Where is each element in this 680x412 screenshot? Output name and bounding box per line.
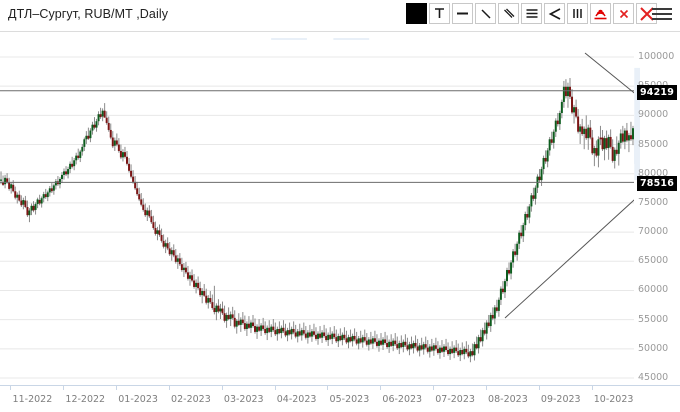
- y-axis-tick-label: 75000: [638, 196, 669, 208]
- menu-line: [652, 8, 672, 10]
- y-axis-tick-label: 100000: [638, 51, 675, 62]
- horizontal-line-tool-button[interactable]: [452, 3, 473, 24]
- trendline-tool-button[interactable]: [475, 3, 496, 24]
- y-axis: 1000009500090000850008000075000700006500…: [634, 40, 680, 385]
- y-axis-tick-label: 60000: [638, 284, 669, 296]
- x-axis-tick-label: 03-2023: [223, 394, 264, 405]
- parallel-channel-tool-button[interactable]: [498, 3, 519, 24]
- candlestick-plot[interactable]: [0, 40, 634, 385]
- y-axis-tick-label: 80000: [638, 167, 669, 179]
- hamburger-menu-icon[interactable]: [652, 5, 672, 23]
- y-axis-tick-label: 90000: [638, 109, 669, 121]
- x-axis-tick-label: 05-2023: [329, 394, 370, 405]
- y-axis-tick-label: 55000: [638, 313, 669, 325]
- page-title: ДТЛ–Сургут, RUB/MT ,Daily: [8, 7, 169, 21]
- x-axis-tick-mark: [168, 385, 170, 390]
- gridlines: [0, 56, 634, 379]
- x-axis-tick-label: 08-2023: [488, 394, 528, 405]
- vertical-lines-tool-button[interactable]: [567, 3, 588, 24]
- plot-svg: [0, 52, 634, 379]
- y-axis-tick-label: 85000: [638, 138, 669, 150]
- trendlines: [504, 52, 634, 319]
- chart-header: ДТЛ–Сургут, RUB/MT ,Daily: [0, 0, 680, 32]
- x-axis-tick-label: 07-2023: [435, 394, 475, 405]
- fan-tool-button[interactable]: [590, 3, 611, 24]
- x-axis-tick-label: 06-2023: [382, 394, 423, 405]
- x-axis-tick-label: 09-2023: [540, 394, 581, 405]
- x-axis-tick-mark: [327, 385, 329, 390]
- x-axis-tick-mark: [274, 385, 276, 390]
- x-axis-tick-mark: [485, 385, 487, 390]
- price-marker-lines: [0, 90, 634, 183]
- text-tool-button[interactable]: [429, 3, 450, 24]
- x-axis-tick-mark: [221, 385, 223, 390]
- x-axis-tick-mark: [63, 385, 65, 390]
- x-axis-tick-label: 04-2023: [276, 394, 317, 405]
- x-axis-tick-label: 12-2022: [65, 394, 106, 405]
- y-axis-tick-label: 65000: [638, 255, 669, 267]
- y-axis-tick-label: 70000: [638, 226, 669, 238]
- x-axis-tick-mark: [10, 385, 12, 390]
- menu-line: [652, 13, 672, 15]
- x-axis: 11-2022 12-2022 01-2023 02-2023 03-2023 04-20…: [0, 385, 680, 412]
- delete-object-button[interactable]: [613, 3, 634, 24]
- x-axis-tick-label: 10-2023: [593, 394, 634, 405]
- x-axis-tick-mark: [433, 385, 435, 390]
- header-divider: [0, 31, 680, 32]
- x-axis-tick-label: 11-2022: [12, 394, 53, 405]
- price-marker-label: 94219: [637, 84, 678, 100]
- x-axis-tick-label: 01-2023: [118, 394, 158, 405]
- x-axis-tick-mark: [591, 385, 593, 390]
- price-marker-label: 78516: [637, 176, 678, 192]
- angle-tool-button[interactable]: [544, 3, 565, 24]
- color-swatch-black-button[interactable]: [406, 3, 427, 24]
- menu-line: [652, 18, 672, 20]
- x-axis-tick-mark: [538, 385, 540, 390]
- x-axis-line: [0, 385, 680, 386]
- x-axis-tick-mark: [380, 385, 382, 390]
- x-axis-tick-mark: [116, 385, 118, 390]
- x-axis-tick-label: 02-2023: [171, 394, 211, 405]
- drawing-toolbar: [406, 3, 657, 24]
- candle-series: [0, 78, 634, 363]
- y-axis-tick-label: 45000: [638, 372, 669, 383]
- y-axis-tick-label: 50000: [638, 342, 669, 354]
- horizontal-lines-tool-button[interactable]: [521, 3, 542, 24]
